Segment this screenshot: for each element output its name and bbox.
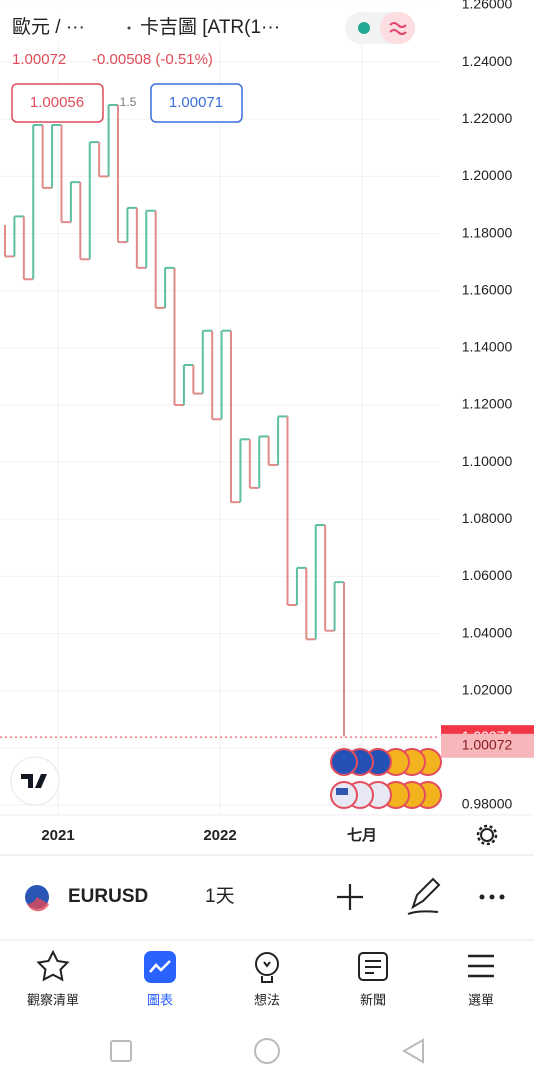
ask-price: 1.00071 [169, 94, 223, 111]
separator [127, 26, 131, 30]
recent-apps[interactable] [110, 1040, 132, 1062]
interval[interactable]: 1天 [205, 886, 235, 907]
menu-icon[interactable] [468, 954, 494, 978]
y-tick-label: 1.04000 [462, 624, 513, 640]
ideas-icon[interactable] [255, 952, 279, 976]
dot [479, 894, 485, 900]
add-button[interactable] [337, 884, 363, 910]
news-icon-lines [365, 960, 381, 974]
tv-logo[interactable] [10, 756, 60, 806]
flag [330, 748, 358, 776]
sell-button[interactable] [11, 83, 104, 123]
pair-icon-us [27, 897, 49, 912]
y-tick-label: 1.10000 [462, 453, 513, 469]
delay-badge [380, 12, 415, 44]
y-tick-label: 1.08000 [462, 510, 513, 526]
y-tick-label: 1.26000 [462, 0, 513, 12]
buy-button[interactable] [150, 83, 243, 123]
y-tick-label: 1.24000 [462, 53, 513, 69]
price-marker-label: 1.00072 [462, 737, 513, 753]
ideas-icon-base [261, 961, 273, 983]
watchlist-icon[interactable] [36, 949, 70, 982]
flag-canton [336, 788, 348, 795]
spread: 1.5 [120, 95, 137, 109]
y-tick-label: 1.18000 [462, 224, 513, 240]
news-icon[interactable] [358, 952, 388, 981]
tv-logo-mark [21, 774, 47, 788]
x-label: 2022 [203, 827, 236, 844]
delay-icon [389, 22, 407, 35]
symbol: 歐元 / ··· [12, 16, 85, 38]
more-button[interactable] [479, 894, 505, 900]
toolbar-symbol[interactable]: EURUSD [68, 886, 148, 907]
nav-label[interactable]: 選單 [468, 992, 494, 1007]
nav-label[interactable]: 觀察清單 [27, 992, 79, 1007]
y-tick-label: 1.06000 [462, 567, 513, 583]
draw-button[interactable] [407, 877, 441, 915]
y-tick-label: 0.98000 [462, 796, 513, 812]
x-label: 七月 [347, 827, 377, 844]
y-tick-label: 1.20000 [462, 167, 513, 183]
chart-type: 卡吉圖 [ATR(1··· [140, 16, 280, 38]
bid-price: 1.00056 [30, 94, 84, 111]
price-marker [441, 733, 534, 758]
gear [480, 828, 494, 842]
chart-icon-line [149, 960, 171, 973]
market-open-dot [358, 22, 370, 34]
y-tick-label: 1.22000 [462, 110, 513, 126]
last-price: 1.00072 [12, 51, 66, 68]
back[interactable] [402, 1038, 424, 1064]
dot [499, 894, 505, 900]
nav-label[interactable]: 新聞 [360, 992, 386, 1007]
settings-icon[interactable] [476, 824, 498, 846]
y-tick-label: 1.14000 [462, 339, 513, 355]
nav-label[interactable]: 圖表 [147, 992, 173, 1007]
event-flags [330, 748, 442, 809]
price-change: -0.00508 (-0.51%) [92, 51, 213, 68]
y-tick-label: 1.02000 [462, 681, 513, 697]
dot [489, 894, 495, 900]
home[interactable] [254, 1038, 280, 1064]
chart-icon[interactable] [144, 951, 176, 983]
gear-teeth [476, 824, 498, 846]
y-tick-label: 1.16000 [462, 281, 513, 297]
nav-label[interactable]: 想法 [254, 992, 280, 1007]
x-label: 2021 [41, 827, 74, 844]
y-tick-label: 1.12000 [462, 396, 513, 412]
